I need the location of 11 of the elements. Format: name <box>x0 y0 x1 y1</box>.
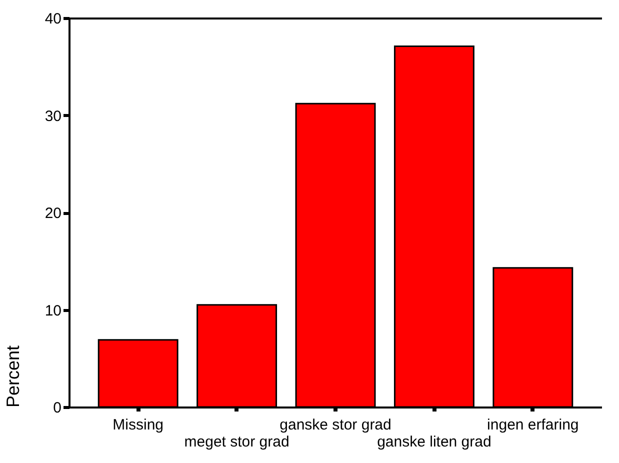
y-tick-label: 30 <box>44 108 62 125</box>
x-tick-label: meget stor grad <box>184 434 290 450</box>
y-axis-title: Percent <box>2 345 23 408</box>
x-tick-label: ganske liten grad <box>377 434 492 450</box>
x-tick-label: ganske stor grad <box>280 416 392 434</box>
y-tick-label: 20 <box>44 205 62 222</box>
y-tick-label: 10 <box>44 302 62 320</box>
x-tick-label: ingen erfaring <box>487 416 579 434</box>
y-tick-label: 40 <box>44 10 62 28</box>
y-tick-label: 0 <box>53 400 62 416</box>
x-tick-label: Missing <box>112 416 164 434</box>
